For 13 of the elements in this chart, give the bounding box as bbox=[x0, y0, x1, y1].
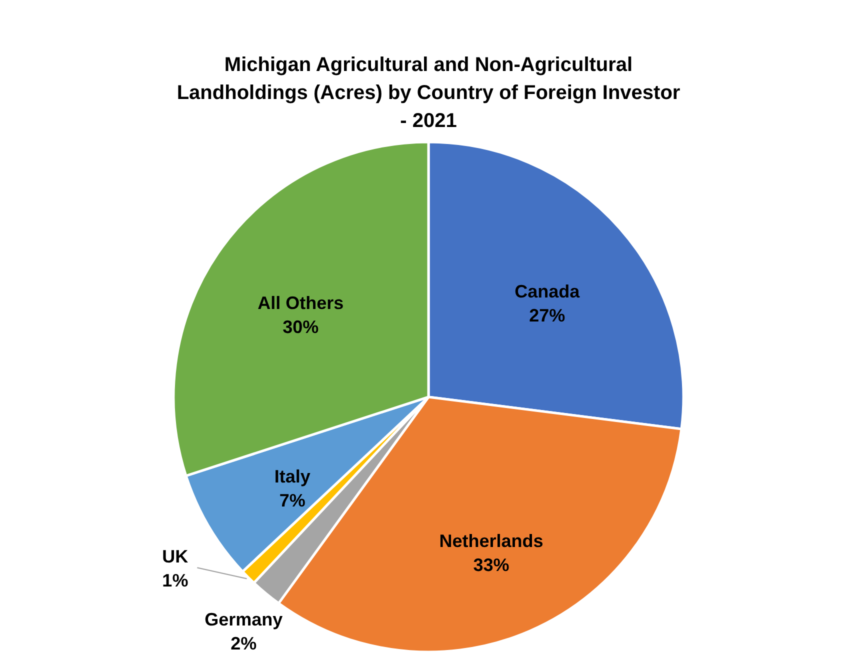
data-label: 1% bbox=[162, 570, 188, 591]
slice-label: UK bbox=[162, 546, 188, 567]
chart-title: Michigan Agricultural and Non-Agricultural Landholdings (Acres) by Country of Foreign Investor - 2021 bbox=[176, 54, 680, 132]
data-label: 7% bbox=[279, 490, 306, 510]
slice-label: Germany bbox=[204, 609, 283, 630]
slice-label: Italy bbox=[274, 466, 310, 486]
data-label: 27% bbox=[529, 305, 566, 326]
slice-label: Canada bbox=[514, 281, 581, 302]
slice-label: Netherlands bbox=[439, 531, 544, 552]
data-label: 30% bbox=[282, 317, 319, 338]
data-label: 2% bbox=[230, 633, 257, 654]
data-label: 33% bbox=[473, 555, 510, 576]
slice-label: All Others bbox=[258, 293, 344, 314]
